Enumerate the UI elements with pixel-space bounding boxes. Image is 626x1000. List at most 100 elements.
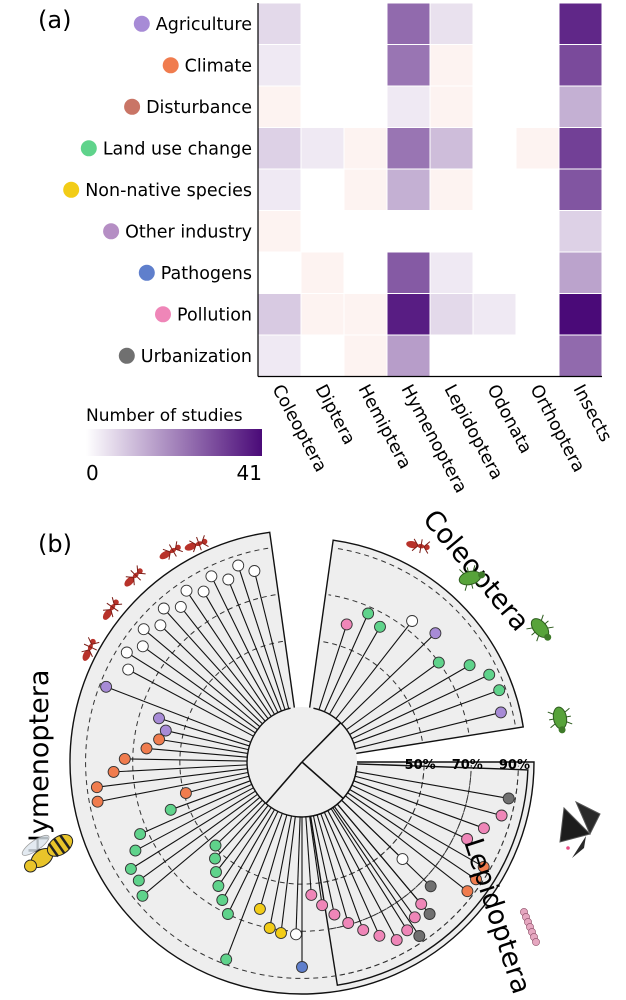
tree-branch xyxy=(349,664,470,735)
heatmap-cell xyxy=(515,251,560,294)
tree-branch xyxy=(323,613,369,712)
species-tip xyxy=(159,724,172,737)
ring-label: 70% xyxy=(452,758,483,773)
heatmap-cell xyxy=(300,127,345,170)
tree-branch xyxy=(142,645,258,731)
species-tip xyxy=(415,898,428,910)
beetle-icon xyxy=(458,565,486,591)
butterfly-icon xyxy=(559,800,601,858)
panel-a-label: (a) xyxy=(38,6,71,34)
species-tip xyxy=(216,894,229,906)
tree-branch xyxy=(312,815,335,915)
percent-ring xyxy=(339,773,519,976)
heatmap-cell xyxy=(472,334,517,377)
species-tip xyxy=(205,570,218,583)
percent-ring xyxy=(335,547,516,725)
species-tip xyxy=(122,663,135,676)
species-tip xyxy=(305,888,318,901)
threat-dot-agriculture xyxy=(133,15,150,32)
tree-branch xyxy=(159,738,248,754)
species-tip xyxy=(483,668,496,681)
heatmap-cell xyxy=(429,210,474,253)
tree-branch xyxy=(295,816,301,935)
tree-branch xyxy=(259,814,288,910)
tree-branch xyxy=(97,771,249,803)
heatmap-cell xyxy=(472,44,517,87)
species-tip xyxy=(153,733,166,746)
heatmap-cell xyxy=(257,44,302,87)
species-tip xyxy=(495,809,508,822)
heatmap-cell xyxy=(257,168,302,211)
tree-branch xyxy=(124,758,248,762)
tree-branch xyxy=(227,811,279,915)
tree-branch xyxy=(146,747,248,758)
species-tip xyxy=(424,880,437,893)
heatmap-cell xyxy=(515,168,560,211)
species-tip xyxy=(432,656,445,669)
heatmap-cell xyxy=(429,334,474,377)
root-branch xyxy=(301,761,344,800)
heatmap-cell xyxy=(300,251,345,294)
heatmap-cell xyxy=(429,251,474,294)
phylogenetic-tree: 50% 70% 90%HymenopteraColeopteraLepidopter… xyxy=(21,504,601,998)
tree-branch xyxy=(351,674,490,740)
tree-branch xyxy=(237,565,286,710)
tree-branch xyxy=(138,793,258,882)
heatmap-row-labels: Agriculture Climate Disturbance Land use ch… xyxy=(63,15,252,367)
tree-branch xyxy=(105,686,251,743)
species-tip xyxy=(180,584,193,597)
heatmap-cell xyxy=(558,85,603,128)
heatmap-cell xyxy=(386,210,431,253)
tree-branch xyxy=(335,620,413,719)
tree-branch xyxy=(353,780,485,829)
species-tip xyxy=(120,646,133,659)
threat-dot-non-native-species xyxy=(63,181,80,198)
species-tip xyxy=(174,600,187,613)
tree-branch xyxy=(126,652,256,734)
tree-branch xyxy=(214,802,266,859)
tree-branch xyxy=(346,662,440,731)
threat-dot-pollution xyxy=(155,306,171,323)
species-tip xyxy=(461,885,474,898)
heatmap-cell xyxy=(300,210,345,253)
tree-branch xyxy=(327,810,398,941)
heatmap-cell xyxy=(386,127,431,170)
heatmap-cell xyxy=(386,334,431,377)
species-tip xyxy=(362,607,375,620)
tree-branch xyxy=(180,606,269,719)
tree-branch xyxy=(127,669,254,737)
species-tip xyxy=(253,902,266,915)
threat-dot-pathogens xyxy=(138,264,155,281)
tree-branch xyxy=(227,579,282,712)
heatmap-cell xyxy=(429,44,474,87)
species-tip xyxy=(263,922,276,934)
tree-branch xyxy=(323,812,380,937)
tree-branch xyxy=(332,807,420,937)
percent-ring xyxy=(328,594,470,733)
threat-dot-other-industry xyxy=(103,223,120,240)
root-branch xyxy=(301,722,342,763)
tree-branch xyxy=(215,799,263,846)
threat-dot-land-use-change xyxy=(80,140,97,157)
species-tip xyxy=(129,844,142,857)
heatmap-cell xyxy=(558,210,603,253)
panel-b-label: (b) xyxy=(38,530,72,558)
heatmap-cell xyxy=(343,168,388,211)
species-tip xyxy=(232,559,245,572)
tree-branch xyxy=(170,780,251,811)
tree-branch xyxy=(163,608,266,722)
heatmap-cell xyxy=(386,168,431,211)
species-tip xyxy=(100,680,113,693)
tree-branch xyxy=(215,805,269,873)
legend-title: Number of studies xyxy=(86,406,243,426)
heatmap-cell xyxy=(472,251,517,294)
heatmap-cell xyxy=(257,251,302,294)
order-label-diptera: Diptera xyxy=(311,381,359,448)
tree-branch xyxy=(186,590,272,717)
species-tip xyxy=(357,924,370,937)
tree-branch xyxy=(185,775,250,794)
heatmap-cell xyxy=(386,293,431,336)
tree-branch xyxy=(316,814,349,924)
heatmap-cell xyxy=(300,85,345,128)
